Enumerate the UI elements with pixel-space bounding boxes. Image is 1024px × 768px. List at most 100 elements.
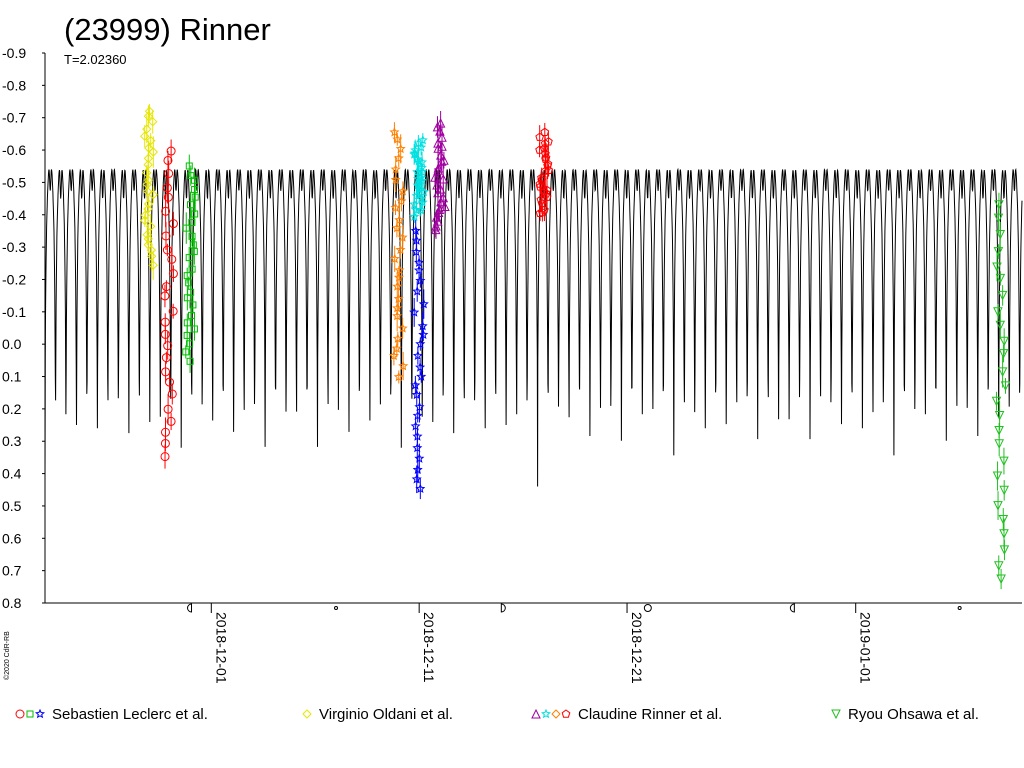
data-point (535, 208, 545, 217)
data-point (434, 204, 445, 214)
data-point (417, 320, 428, 331)
data-point (415, 338, 426, 349)
data-point (191, 193, 199, 201)
data-point (190, 247, 198, 255)
data-point (437, 141, 447, 151)
legend-entry: Ryou Ohsawa et al. (831, 706, 979, 723)
data-point (388, 350, 399, 361)
credit-text: ©2020 CdR-RB (3, 631, 11, 680)
moon-phase-icon (789, 603, 795, 613)
y-tick-label: 0.6 (2, 530, 22, 546)
y-tick-label: -0.9 (2, 45, 26, 61)
moon-phase-icon (500, 603, 506, 613)
data-point (188, 311, 196, 319)
data-point (191, 186, 199, 194)
data-point (168, 306, 178, 316)
data-point (411, 190, 422, 201)
legend-marker (15, 709, 25, 719)
data-point (993, 247, 1004, 257)
data-point (411, 246, 422, 257)
legend-marker (541, 708, 551, 719)
series-5 (409, 133, 430, 223)
data-point (415, 275, 426, 286)
data-point (163, 341, 173, 351)
data-point (994, 411, 1005, 421)
data-point (412, 464, 423, 475)
data-point (432, 179, 442, 190)
y-tick-label: -0.7 (2, 110, 26, 126)
data-point (395, 143, 406, 154)
data-point (167, 254, 177, 264)
data-point (995, 273, 1006, 284)
data-point (535, 132, 545, 141)
data-point (415, 483, 426, 494)
data-point (148, 189, 158, 200)
y-tick-label: -0.2 (2, 271, 26, 287)
y-tick-label: 0.3 (2, 433, 22, 449)
data-point (393, 371, 404, 382)
data-point (411, 474, 422, 484)
data-point (415, 205, 426, 215)
data-point (997, 290, 1008, 301)
x-tick-label: 2018-12-11 (421, 612, 437, 683)
data-point (393, 293, 404, 304)
data-point (418, 329, 429, 340)
data-point (161, 282, 171, 292)
data-point (409, 307, 420, 317)
data-point (998, 349, 1009, 359)
data-point (541, 189, 551, 198)
data-point (535, 182, 545, 191)
moon-phase-icon (957, 606, 962, 610)
series-1 (160, 139, 178, 469)
data-point (416, 142, 427, 152)
series-4 (409, 219, 429, 500)
data-point (535, 145, 544, 154)
y-tick-label: 0.5 (2, 498, 22, 514)
moon-phase-icon (643, 604, 652, 612)
data-point (995, 230, 1006, 240)
data-point (999, 529, 1009, 539)
data-point (143, 159, 153, 170)
data-point (398, 360, 409, 371)
data-point (389, 126, 400, 137)
data-point (160, 329, 170, 339)
data-point (165, 377, 175, 387)
data-point (396, 196, 407, 206)
y-tick-label: -0.6 (2, 142, 26, 158)
data-point (999, 456, 1009, 467)
data-point (412, 410, 423, 420)
data-point (992, 262, 1002, 273)
data-point (391, 222, 402, 233)
series-3 (388, 122, 409, 384)
data-point (412, 442, 423, 453)
data-point (992, 471, 1003, 482)
data-point (186, 357, 194, 365)
data-point (188, 265, 196, 273)
data-point (164, 169, 174, 179)
data-point (166, 146, 176, 156)
data-point (395, 244, 406, 255)
data-point (417, 175, 428, 185)
data-point (436, 156, 447, 166)
data-point (433, 187, 443, 198)
legend-entry: Virginio Oldani et al. (302, 706, 453, 723)
data-point (183, 331, 191, 339)
data-point (148, 147, 159, 157)
series-8 (991, 192, 1011, 590)
legend-marker (302, 709, 312, 719)
y-tick-label: 0.4 (2, 466, 22, 482)
data-point (166, 416, 176, 426)
data-point (994, 426, 1004, 436)
legend: Sebastien Leclerc et al. Virginio Oldani … (15, 706, 979, 723)
data-point (433, 165, 443, 175)
legend-marker (831, 709, 841, 720)
data-point (185, 254, 193, 262)
data-point (394, 214, 405, 225)
data-point (999, 545, 1010, 556)
data-point (993, 213, 1004, 224)
data-point (163, 155, 173, 165)
data-point (993, 501, 1003, 511)
legend-label: Virginio Oldani et al. (319, 706, 453, 723)
data-point (190, 325, 198, 333)
y-axis-ticks: -0.9 -0.8 -0.7 -0.6 -0.5 -0.4 -0.3 -0.2 -0.1 0.0 0… (2, 45, 45, 611)
